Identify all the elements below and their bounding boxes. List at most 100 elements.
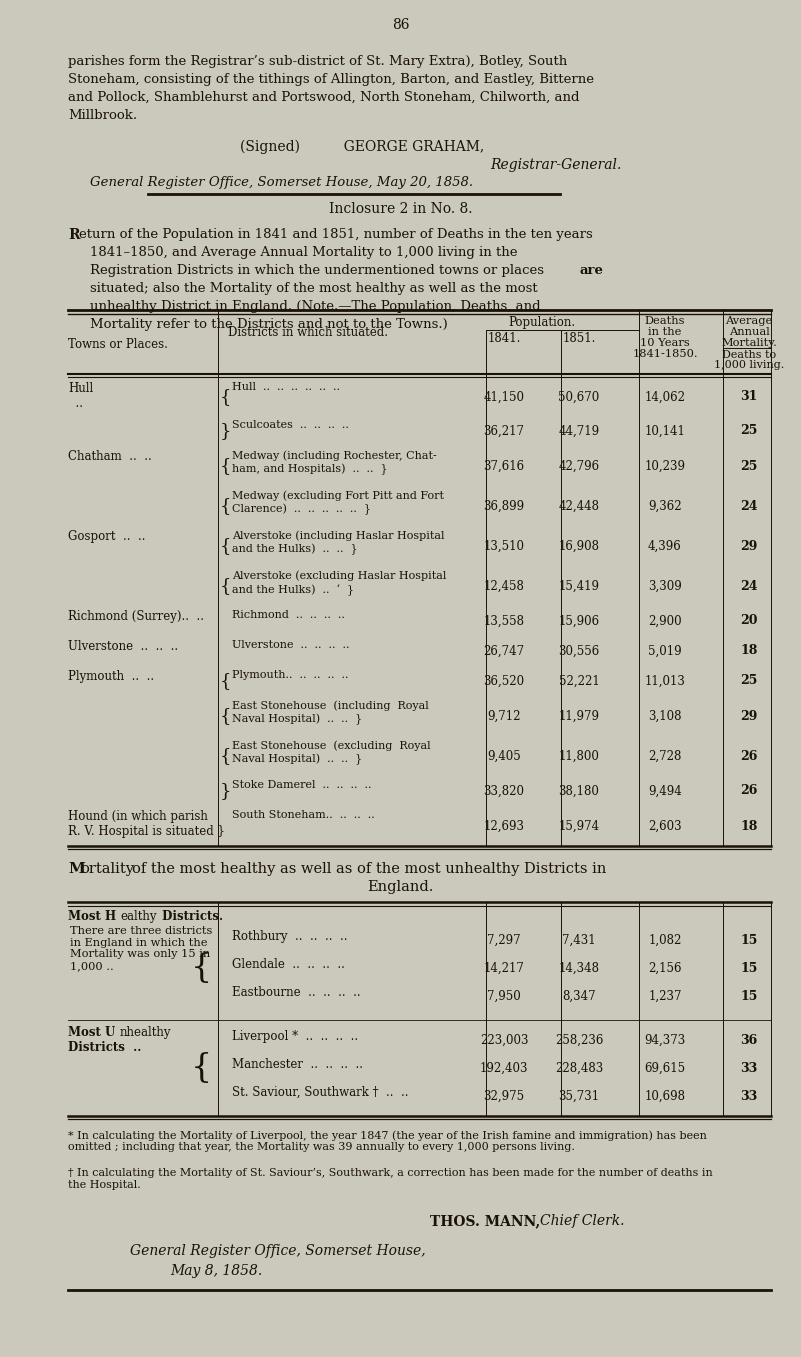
Text: 26: 26 [740,749,758,763]
Text: situated; also the Mortality of the most healthy as well as the most: situated; also the Mortality of the most… [90,282,537,294]
Text: {: { [220,537,231,555]
Text: 41,150: 41,150 [484,391,525,403]
Text: 1,000 living.: 1,000 living. [714,360,784,370]
Text: Districts.: Districts. [158,911,223,923]
Text: unhealthy District in England. (Note.—The Population, Deaths, and: unhealthy District in England. (Note.—Th… [90,300,541,313]
Text: Hull
  ..: Hull .. [68,383,93,410]
Text: {: { [220,497,231,516]
Text: Rothbury  ..  ..  ..  ..: Rothbury .. .. .. .. [232,930,348,943]
Text: Districts in which situated.: Districts in which situated. [228,326,388,339]
Text: General Register Office, Somerset House, May 20, 1858.: General Register Office, Somerset House,… [90,176,473,189]
Text: 10,239: 10,239 [645,460,686,472]
Text: 1841.: 1841. [487,332,521,345]
Text: 1,082: 1,082 [648,934,682,946]
Text: 9,405: 9,405 [487,749,521,763]
Text: Deaths: Deaths [645,316,685,326]
Text: 223,003: 223,003 [480,1034,528,1046]
Text: 12,458: 12,458 [484,579,525,593]
Text: 26,747: 26,747 [484,645,525,658]
Text: 1841–1850, and Average Annual Mortality to 1,000 living in the: 1841–1850, and Average Annual Mortality … [90,246,517,259]
Text: Hull  ..  ..  ..  ..  ..  ..: Hull .. .. .. .. .. .. [232,383,340,392]
Text: May 8, 1858.: May 8, 1858. [170,1263,262,1278]
Text: There are three districts
in England in which the
Mortality was only 15 in
1,000: There are three districts in England in … [70,925,212,970]
Text: † In calculating the Mortality of St. Saviour’s, Southwark, a correction has bee: † In calculating the Mortality of St. Sa… [68,1168,713,1190]
Text: }: } [220,422,231,440]
Text: THOS. MANN,: THOS. MANN, [430,1215,550,1228]
Text: 42,796: 42,796 [558,460,600,472]
Text: nhealthy: nhealthy [120,1026,171,1039]
Text: 29: 29 [740,710,758,722]
Text: 20: 20 [740,615,758,627]
Text: Towns or Places.: Towns or Places. [68,338,168,351]
Text: 14,348: 14,348 [558,962,599,974]
Text: {: { [220,388,231,406]
Text: eturn of the Population in 1841 and 1851, number of Deaths in the ten years: eturn of the Population in 1841 and 1851… [79,228,593,242]
Text: East Stonehouse  (including  Royal: East Stonehouse (including Royal [232,700,429,711]
Text: 26: 26 [740,784,758,798]
Text: 25: 25 [740,425,758,437]
Text: 15: 15 [740,962,758,974]
Text: 10,698: 10,698 [645,1090,686,1102]
Text: 18: 18 [740,645,758,658]
Text: 24: 24 [740,579,758,593]
Text: 44,719: 44,719 [558,425,600,437]
Text: parishes form the Registrar’s sub-district of St. Mary Extra), Botley, South: parishes form the Registrar’s sub-distri… [68,56,567,68]
Text: ealthy: ealthy [120,911,156,923]
Text: 33,820: 33,820 [484,784,525,798]
Text: (Signed)          GEORGE GRAHAM,: (Signed) GEORGE GRAHAM, [240,140,485,155]
Text: M: M [68,862,85,877]
Text: Eastbourne  ..  ..  ..  ..: Eastbourne .. .. .. .. [232,987,360,999]
Text: 1,237: 1,237 [648,989,682,1003]
Text: East Stonehouse  (excluding  Royal: East Stonehouse (excluding Royal [232,740,431,750]
Text: Chief Clerk.: Chief Clerk. [540,1215,625,1228]
Text: 31: 31 [740,391,758,403]
Text: 52,221: 52,221 [558,674,599,688]
Text: 15: 15 [740,934,758,946]
Text: 8,347: 8,347 [562,989,596,1003]
Text: R: R [68,228,79,242]
Text: 1841-1850.: 1841-1850. [632,349,698,360]
Text: 33: 33 [740,1061,758,1075]
Text: Registration Districts in which the undermentioned towns or places: Registration Districts in which the unde… [90,265,544,277]
Text: {: { [191,953,212,984]
Text: 36,217: 36,217 [484,425,525,437]
Text: Ulverstone  ..  ..  ..: Ulverstone .. .. .. [68,641,178,653]
Text: Districts  ..: Districts .. [68,1041,141,1054]
Text: 35,731: 35,731 [558,1090,600,1102]
Text: ortality: ortality [80,862,134,877]
Text: 12,693: 12,693 [484,820,525,832]
Text: 13,510: 13,510 [484,540,525,552]
Text: {: { [220,577,231,594]
Text: 15,974: 15,974 [558,820,600,832]
Text: 2,156: 2,156 [648,962,682,974]
Text: General Register Office, Somerset House,: General Register Office, Somerset House, [130,1244,425,1258]
Text: Richmond  ..  ..  ..  ..: Richmond .. .. .. .. [232,611,345,620]
Text: 11,013: 11,013 [645,674,686,688]
Text: and Pollock, Shamblehurst and Portswood, North Stoneham, Chilworth, and: and Pollock, Shamblehurst and Portswood,… [68,91,579,104]
Text: 38,180: 38,180 [558,784,599,798]
Text: 94,373: 94,373 [644,1034,686,1046]
Text: }: } [220,782,231,801]
Text: 25: 25 [740,460,758,472]
Text: {: { [220,672,231,689]
Text: 1851.: 1851. [562,332,596,345]
Text: Mortality.: Mortality. [721,338,777,347]
Text: 15: 15 [740,989,758,1003]
Text: St. Saviour, Southwark †  ..  ..: St. Saviour, Southwark † .. .. [232,1086,409,1099]
Text: 7,950: 7,950 [487,989,521,1003]
Text: 7,431: 7,431 [562,934,596,946]
Text: Stoneham, consisting of the tithings of Allington, Barton, and Eastley, Bitterne: Stoneham, consisting of the tithings of … [68,73,594,85]
Text: 9,362: 9,362 [648,499,682,513]
Text: 10,141: 10,141 [645,425,686,437]
Text: Most H: Most H [68,911,116,923]
Text: {: { [220,707,231,725]
Text: Deaths to: Deaths to [722,350,776,360]
Text: {: { [220,746,231,765]
Text: Naval Hospital)  ..  ..  }: Naval Hospital) .. .. } [232,754,362,765]
Text: 37,616: 37,616 [484,460,525,472]
Text: 2,603: 2,603 [648,820,682,832]
Text: Plymouth  ..  ..: Plymouth .. .. [68,670,154,683]
Text: 42,448: 42,448 [558,499,599,513]
Text: Chatham  ..  ..: Chatham .. .. [68,451,151,463]
Text: Sculcoates  ..  ..  ..  ..: Sculcoates .. .. .. .. [232,421,349,430]
